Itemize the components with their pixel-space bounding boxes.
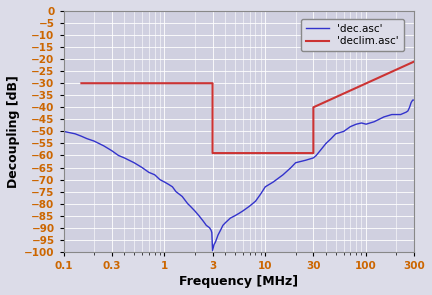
X-axis label: Frequency [MHz]: Frequency [MHz] xyxy=(179,275,299,288)
'dec.asc' xyxy=(140,166,145,169)
'dec.asc' xyxy=(303,158,308,162)
'declim.asc' xyxy=(180,81,185,85)
'declim.asc' xyxy=(412,60,417,63)
'declim.asc' xyxy=(79,81,84,85)
Line: 'dec.asc': 'dec.asc' xyxy=(64,100,414,251)
'dec.asc' xyxy=(410,98,415,102)
'declim.asc' xyxy=(311,151,316,155)
'dec.asc' xyxy=(412,98,417,102)
'dec.asc' xyxy=(247,204,252,208)
'dec.asc' xyxy=(403,110,409,114)
'declim.asc' xyxy=(180,81,185,85)
Y-axis label: Decoupling [dB]: Decoupling [dB] xyxy=(7,75,20,188)
'dec.asc' xyxy=(202,221,207,225)
'dec.asc' xyxy=(210,249,215,253)
'dec.asc' xyxy=(61,130,66,133)
'dec.asc' xyxy=(280,173,286,176)
'declim.asc' xyxy=(311,106,316,109)
'declim.asc' xyxy=(210,81,215,85)
'declim.asc' xyxy=(210,151,215,155)
Legend: 'dec.asc', 'declim.asc': 'dec.asc', 'declim.asc' xyxy=(301,19,404,51)
Line: 'declim.asc': 'declim.asc' xyxy=(81,62,414,153)
